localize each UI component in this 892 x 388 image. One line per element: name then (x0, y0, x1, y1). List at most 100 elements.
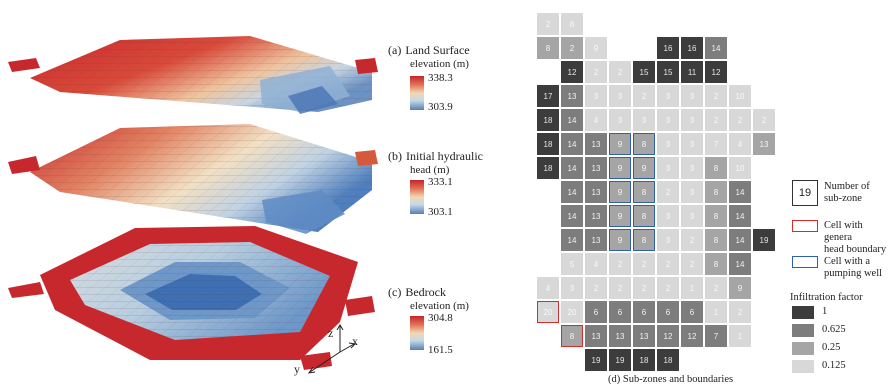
grid-cell: 8 (537, 37, 559, 59)
grid-cell: 19 (585, 349, 607, 371)
grid-cell: 2 (657, 181, 679, 203)
grid-cell: 18 (657, 349, 679, 371)
grid-cell: 9 (609, 229, 631, 251)
grid-cell: 2 (585, 277, 607, 299)
grid-cell: 13 (609, 325, 631, 347)
grid-cell: 7 (705, 325, 727, 347)
grid-cell: 3 (561, 277, 583, 299)
legend-number-label: Number of sub-zone (824, 181, 870, 205)
grid-cell: 2 (705, 277, 727, 299)
panel-b-title-line2: head (m) (410, 164, 450, 176)
grid-cell: 14 (561, 157, 583, 179)
panel-a-title-line2: elevation (m) (410, 58, 469, 70)
grid-cell: 9 (609, 157, 631, 179)
grid-cell: 13 (585, 325, 607, 347)
grid-cell: 6 (657, 301, 679, 323)
grid-cell: 9 (729, 277, 751, 299)
figure-caption: (d) Sub-zones and boundaries (608, 374, 734, 385)
infiltration-label: 1 (822, 306, 828, 317)
grid-cell: 8 (633, 133, 655, 155)
grid-cell: 8 (633, 181, 655, 203)
grid-cell: 3 (585, 85, 607, 107)
grid-cell: 9 (585, 37, 607, 59)
grid-cell: 8 (561, 13, 583, 35)
infiltration-swatch (792, 360, 814, 373)
hydraulic-head-layer (8, 124, 378, 234)
axis-triad (307, 324, 357, 374)
grid-cell: 2 (657, 277, 679, 299)
grid-cell: 12 (681, 325, 703, 347)
grid-cell: 15 (657, 61, 679, 83)
panel-b-title-line1: Initial hydraulic (406, 149, 483, 163)
grid-cell: 3 (657, 157, 679, 179)
grid-cell: 1 (681, 277, 703, 299)
legend-ghb-swatch (792, 220, 818, 232)
legend-pump-label: Cell with a pumping well (824, 256, 882, 280)
grid-cell: 7 (705, 133, 727, 155)
grid-cell: 8 (705, 205, 727, 227)
grid-cell: 1 (705, 301, 727, 323)
grid-cell: 20 (537, 301, 559, 323)
grid-cell: 2 (633, 253, 655, 275)
grid-cell: 4 (585, 109, 607, 131)
grid-cell: 3 (681, 133, 703, 155)
grid-cell: 3 (681, 157, 703, 179)
grid-cell: 18 (537, 133, 559, 155)
panel-a-title: (a) Land Surface elevation (m) (388, 44, 470, 71)
layer-3d-illustrations (8, 36, 378, 374)
grid-cell: 13 (561, 85, 583, 107)
grid-cell: 3 (657, 109, 679, 131)
axis-z-label: z (328, 326, 334, 340)
grid-cell: 3 (681, 181, 703, 203)
legend-ghb-label-line1: Cell with genera (824, 220, 863, 243)
grid-cell: 11 (681, 61, 703, 83)
panel-c-title: (c) Bedrock elevation (m) (388, 286, 469, 313)
land-surface-layer (8, 36, 378, 114)
grid-cell: 8 (633, 205, 655, 227)
grid-cell: 2 (585, 61, 607, 83)
grid-cell: 14 (729, 253, 751, 275)
panel-a-max: 338.3 (428, 72, 453, 84)
grid-cell: 3 (657, 205, 679, 227)
grid-cell: 18 (537, 157, 559, 179)
grid-cell: 2 (753, 109, 775, 131)
grid-cell: 8 (705, 253, 727, 275)
grid-cell: 8 (705, 157, 727, 179)
panel-b-colorbar (410, 180, 424, 214)
grid-cell: 19 (753, 229, 775, 251)
grid-cell: 2 (729, 301, 751, 323)
grid-cell: 3 (681, 85, 703, 107)
axis-x-label: x (352, 334, 358, 348)
grid-cell: 14 (561, 229, 583, 251)
panel-a-min: 303.9 (428, 101, 453, 113)
panel-b-max: 333.1 (428, 176, 453, 188)
legend-infiltration-title: Infiltration factor (790, 292, 863, 303)
grid-cell: 12 (705, 61, 727, 83)
grid-cell: 12 (657, 325, 679, 347)
infiltration-label: 0.625 (822, 324, 846, 335)
bedrock-layer (8, 226, 375, 370)
grid-cell: 2 (609, 253, 631, 275)
grid-cell: 3 (657, 229, 679, 251)
grid-cell: 6 (585, 301, 607, 323)
grid-cell: 13 (633, 325, 655, 347)
grid-cell: 15 (633, 61, 655, 83)
grid-cell: 14 (729, 181, 751, 203)
grid-cell: 3 (657, 85, 679, 107)
panel-b-title: (b) Initial hydraulic head (m) (388, 150, 483, 177)
grid-cell: 2 (609, 61, 631, 83)
grid-cell: 2 (657, 253, 679, 275)
panel-c-label: (c) (388, 285, 402, 299)
panel-b-label: (b) (388, 149, 402, 163)
infiltration-label: 0.25 (822, 342, 841, 353)
grid-cell: 3 (681, 109, 703, 131)
grid-cell: 2 (705, 109, 727, 131)
legend-number-label-line2: sub-zone (824, 193, 862, 204)
infiltration-label: 0.125 (822, 360, 846, 371)
grid-cell: 9 (609, 133, 631, 155)
infiltration-swatch (792, 306, 814, 319)
grid-cell: 2 (609, 277, 631, 299)
legend-pump-swatch (792, 256, 818, 268)
grid-cell: 19 (609, 349, 631, 371)
grid-cell: 10 (729, 85, 751, 107)
